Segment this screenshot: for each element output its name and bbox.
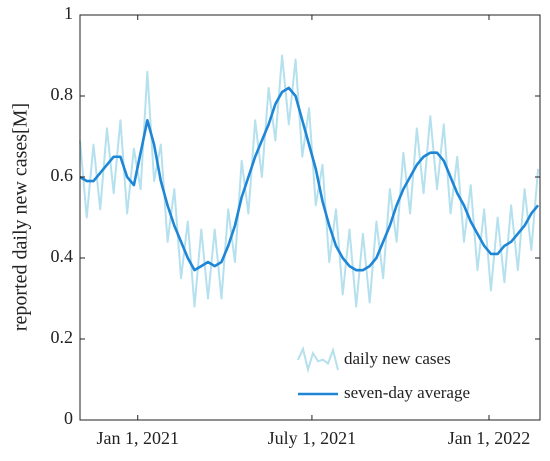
axes-box <box>79 14 541 421</box>
y-tick-label: 0 <box>64 408 73 428</box>
y-tick-label: 0.4 <box>51 246 74 266</box>
y-tick-label: 0.2 <box>51 327 74 347</box>
legend-label: seven-day average <box>344 383 470 402</box>
legend: daily new cases seven-day average <box>292 338 532 414</box>
series-line <box>79 54 540 308</box>
y-axis-label: reported daily new cases[M] <box>10 103 32 331</box>
x-tick-label: July 1, 2021 <box>268 428 357 448</box>
y-tick-label: 0.6 <box>51 165 74 185</box>
y-tick-label: 0.8 <box>51 84 74 104</box>
x-tick-label: Jan 1, 2021 <box>96 428 179 448</box>
y-tick-label: 1 <box>64 3 73 23</box>
x-tick-label: Jan 1, 2022 <box>448 428 531 448</box>
legend-label: daily new cases <box>344 349 451 368</box>
legend-swatch <box>297 345 339 374</box>
series-line <box>79 86 540 272</box>
